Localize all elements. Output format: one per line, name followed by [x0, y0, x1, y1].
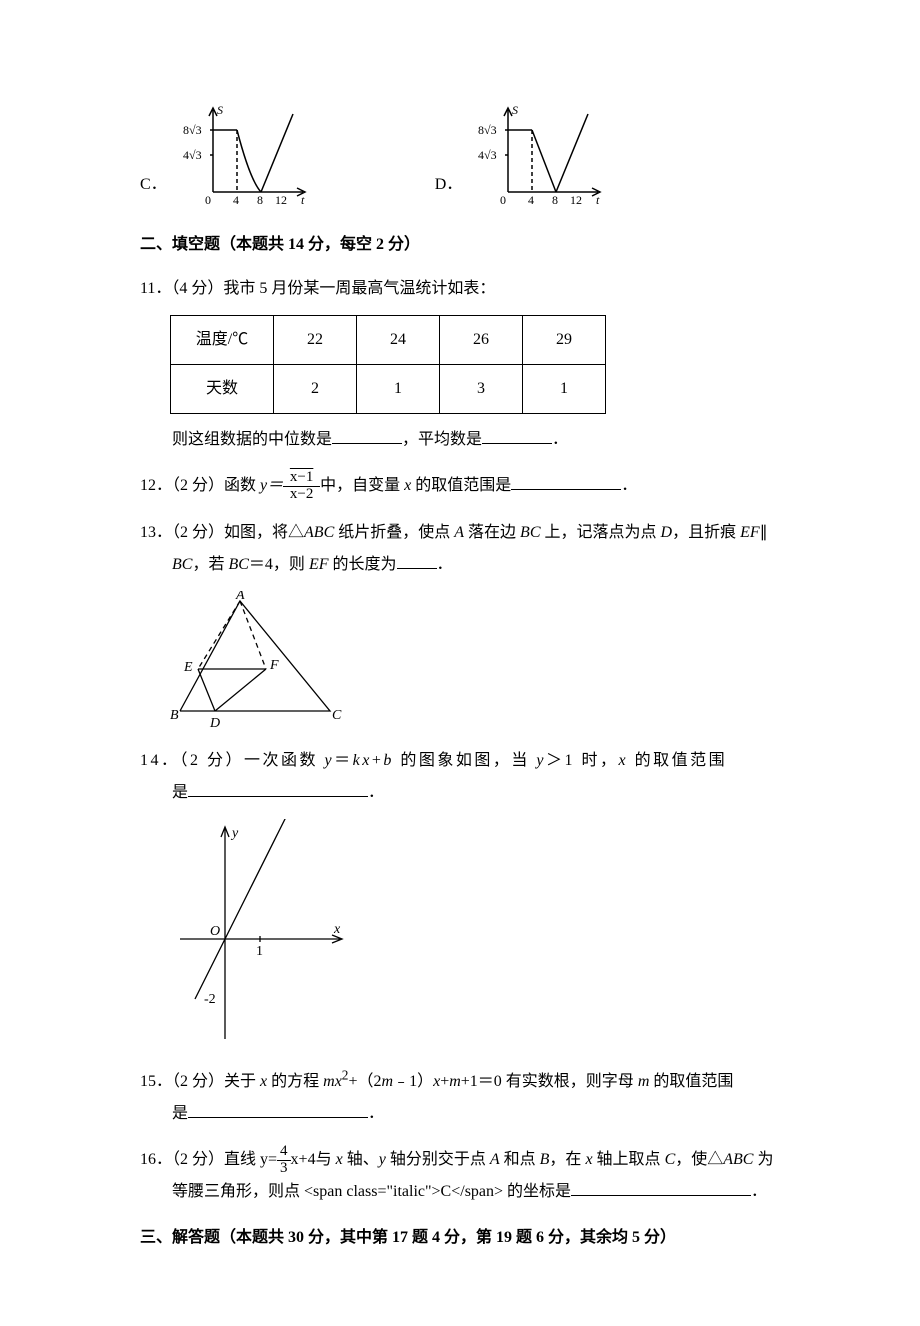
svg-text:8√3: 8√3: [478, 123, 497, 137]
blank: [332, 427, 402, 444]
q12-fraction: x−1 x−2: [283, 470, 320, 503]
q12-end: ．: [621, 477, 637, 494]
q11-r1h: 温度/℃: [171, 316, 274, 365]
svg-text:A: A: [235, 591, 245, 603]
q16-mid: 与 x 轴、y 轴分别交于点 A 和点 B，在 x 轴上取点 C，使△ABC 为: [316, 1151, 774, 1168]
q13-line1: 13．（2 分）如图，将△ABC 纸片折叠，使点 A 落在边 BC 上，记落点为…: [140, 524, 768, 541]
question-14: 14．（2 分）一次函数 y＝kx+b 的图象如图，当 y＞1 时，x 的取值范…: [140, 745, 780, 1049]
q12-mid: 中，自变量: [320, 477, 404, 494]
q14-l2a: 是: [172, 784, 188, 801]
option-c-graph: S 8√3 4√3 0 4 8 12 t: [175, 100, 315, 205]
q16-yeq: y=: [260, 1151, 277, 1168]
svg-text:8√3: 8√3: [183, 123, 202, 137]
q16-line2: 等腰三角形，则点 <span class="italic">C</span> 的…: [172, 1176, 780, 1208]
q16-afterfrac: x+4: [291, 1151, 316, 1168]
svg-text:4: 4: [233, 193, 239, 205]
q12-yeq: y＝: [260, 477, 283, 494]
svg-text:4√3: 4√3: [183, 148, 202, 162]
option-graph-row: C．: [140, 100, 780, 205]
q14-figure: y x O 1 -2: [170, 819, 780, 1049]
blank: [482, 427, 552, 444]
svg-text:F: F: [269, 658, 279, 673]
q14-line1: 14．（2 分）一次函数 y＝kx+b 的图象如图，当 y＞1 时，x 的取值范…: [140, 752, 727, 769]
q11-text: 11．（4 分）我市 5 月份某一周最高气温统计如表：: [140, 280, 495, 297]
q11-r2c3: 3: [440, 365, 523, 414]
q11-r2c4: 1: [523, 365, 606, 414]
q11-table: 温度/℃ 22 24 26 29 天数 2 1 3 1: [170, 315, 606, 414]
q13-l2c: ．: [437, 556, 453, 573]
svg-text:D: D: [209, 716, 220, 731]
q11-l2a: 则这组数据的中位数是: [172, 431, 332, 448]
svg-text:x: x: [333, 922, 341, 937]
q15-line2: 是．: [172, 1098, 780, 1130]
q13-line2: BC，若 BC＝4，则 EF 的长度为 ．: [172, 549, 780, 581]
q11-r2h: 天数: [171, 365, 274, 414]
blank: [511, 473, 621, 490]
svg-text:0: 0: [205, 193, 211, 205]
q11-r1c1: 22: [274, 316, 357, 365]
svg-text:8: 8: [257, 193, 263, 205]
q14-line2: 是．: [172, 777, 780, 809]
q11-l2b: ，平均数是: [402, 431, 482, 448]
svg-text:t: t: [596, 193, 600, 205]
q11-r1c4: 29: [523, 316, 606, 365]
option-c-label: C．: [140, 169, 167, 205]
q11-r2c1: 2: [274, 365, 357, 414]
q16-den: 3: [277, 1161, 291, 1177]
q16-prefix: 16．（2 分）直线: [140, 1151, 260, 1168]
option-d-label: D．: [435, 169, 463, 205]
q11-r1c3: 26: [440, 316, 523, 365]
q12-prefix: 12．（2 分）函数: [140, 477, 260, 494]
q16-l2c: ．: [751, 1183, 767, 1200]
svg-text:12: 12: [275, 193, 287, 205]
svg-text:8: 8: [552, 193, 558, 205]
q11-line2: 则这组数据的中位数是 ，平均数是 ．: [172, 424, 780, 456]
svg-text:t: t: [301, 193, 305, 205]
q14-l2c: ．: [368, 784, 384, 801]
q15-line1: 15．（2 分）关于 x 的方程 mx2+（2m﹣1）x+m+1＝0 有实数根，…: [140, 1073, 733, 1090]
q15-l2c: ．: [368, 1105, 384, 1122]
question-11: 11．（4 分）我市 5 月份某一周最高气温统计如表： 温度/℃ 22 24 2…: [140, 273, 780, 456]
option-c: C．: [140, 100, 315, 205]
question-15: 15．（2 分）关于 x 的方程 mx2+（2m﹣1）x+m+1＝0 有实数根，…: [140, 1063, 780, 1130]
svg-text:4: 4: [528, 193, 534, 205]
q16-l2a: 等腰三角形，则点 <span class="italic">C</span> 的…: [172, 1183, 571, 1200]
blank: [188, 1101, 368, 1118]
q15-l2a: 是: [172, 1105, 188, 1122]
q16-fraction: 43: [277, 1144, 291, 1177]
svg-text:B: B: [170, 708, 179, 723]
q11-r1c2: 24: [357, 316, 440, 365]
svg-text:12: 12: [570, 193, 582, 205]
svg-text:E: E: [183, 660, 193, 675]
question-12: 12．（2 分）函数 y＝ x−1 x−2中，自变量 x 的取值范围是．: [140, 470, 780, 503]
svg-text:S: S: [217, 103, 223, 117]
q13-l2a: BC，若 BC＝4，则 EF 的长度为: [172, 556, 397, 573]
svg-text:O: O: [210, 924, 220, 939]
svg-text:S: S: [512, 103, 518, 117]
svg-text:y: y: [230, 826, 239, 841]
svg-text:C: C: [332, 708, 342, 723]
q11-l2c: ．: [552, 431, 568, 448]
q13-figure: A B D C E F: [170, 591, 780, 731]
question-13: 13．（2 分）如图，将△ABC 纸片折叠，使点 A 落在边 BC 上，记落点为…: [140, 517, 780, 731]
blank: [571, 1179, 751, 1196]
q11-r2c2: 1: [357, 365, 440, 414]
svg-text:1: 1: [256, 944, 263, 959]
option-d: D． S 8√3 4√3 0: [435, 100, 611, 205]
q12-after: 的取值范围是: [411, 477, 511, 494]
blank: [188, 780, 368, 797]
blank: [397, 552, 437, 569]
option-d-graph: S 8√3 4√3 0 4 8 12 t: [470, 100, 610, 205]
section-2-heading: 二、填空题（本题共 14 分，每空 2 分）: [140, 229, 780, 261]
section-3-heading: 三、解答题（本题共 30 分，其中第 17 题 4 分，第 19 题 6 分，其…: [140, 1222, 780, 1254]
svg-text:4√3: 4√3: [478, 148, 497, 162]
question-16: 16．（2 分）直线 y=43x+4与 x 轴、y 轴分别交于点 A 和点 B，…: [140, 1144, 780, 1209]
q16-num: 4: [277, 1144, 291, 1161]
svg-text:-2: -2: [204, 992, 216, 1007]
table-row: 天数 2 1 3 1: [171, 365, 606, 414]
svg-text:0: 0: [500, 193, 506, 205]
table-row: 温度/℃ 22 24 26 29: [171, 316, 606, 365]
